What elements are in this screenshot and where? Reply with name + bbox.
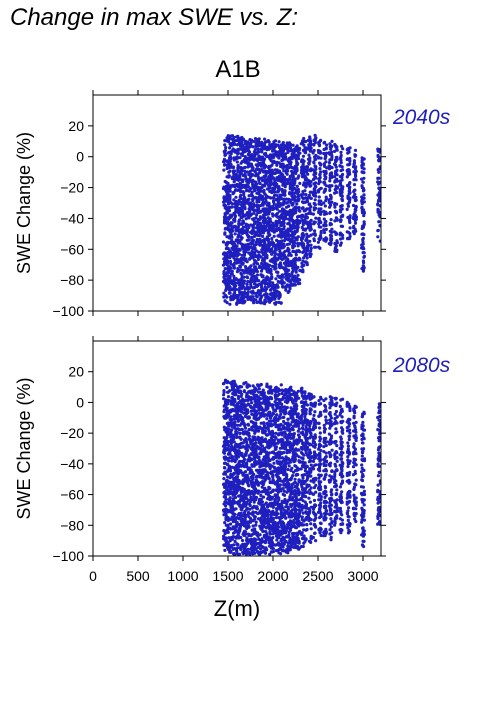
y-tick-label: 0 (76, 394, 84, 410)
plot-frame (92, 340, 382, 557)
panel-2080s: 20 0 −20 −40 −60 −80 −100 0 500 1000 1500 2000 2500 3… (14, 336, 386, 621)
y-tick-label: −80 (60, 272, 84, 288)
x-tick-label: 3000 (347, 568, 378, 584)
scatter-band-2 (244, 137, 266, 305)
y-tick-label: 20 (68, 118, 84, 134)
y-tick-label: −20 (60, 180, 84, 196)
page-title: Change in max SWE vs. Z: (10, 4, 299, 31)
scatter-column-5 (322, 397, 329, 538)
scatter-column-8 (338, 397, 345, 535)
scatter-column-7 (332, 142, 340, 254)
scatter-column-10 (351, 148, 358, 236)
scatter-band-3 (262, 137, 284, 306)
scatter-band-1 (226, 134, 248, 306)
scatter-band-0 (221, 136, 230, 305)
plot-frame (92, 94, 382, 312)
x-tick-label: 2000 (257, 568, 288, 584)
scatter-column-11 (359, 410, 367, 549)
y-axis-label: SWE Change (%) (14, 132, 34, 274)
scatter-column-6 (327, 139, 334, 247)
y-tick-label: 0 (76, 149, 84, 165)
period-label-2040s: 2040s (393, 106, 451, 129)
scatter-column-3 (311, 133, 318, 249)
y-tick-label: −60 (60, 241, 84, 257)
y-tick-label: −60 (60, 487, 84, 503)
y-tick-label: −40 (60, 210, 84, 226)
y-tick-label: 20 (68, 364, 84, 380)
period-label-2080s: 2080s (393, 354, 451, 377)
scatter-column-9 (345, 146, 352, 241)
x-tick-label: 1500 (212, 568, 243, 584)
scatter-column-7 (332, 396, 340, 527)
x-axis-label: Z(m) (214, 596, 260, 621)
scatter-points (221, 133, 381, 306)
y-tick-label: −20 (60, 425, 84, 441)
scatter-band-0 (221, 378, 230, 553)
scatter-points (221, 378, 381, 556)
scatter-column-6 (327, 395, 334, 542)
scatter-column-1 (303, 390, 310, 544)
scatter-column-0 (299, 136, 306, 274)
y-tick-label: −100 (52, 303, 84, 319)
scatter-column-8 (338, 144, 345, 247)
scatter-column-3 (311, 395, 318, 543)
scatter-column-2 (306, 135, 313, 259)
scatter-column-12 (376, 402, 381, 527)
scatter-column-4 (316, 395, 323, 538)
scatter-column-10 (351, 404, 358, 524)
scatter-band-5 (289, 388, 302, 551)
scatter-column-11 (360, 156, 366, 273)
x-tick-label: 500 (126, 568, 150, 584)
x-tick-label: 0 (89, 568, 97, 584)
scatter-band-2 (244, 382, 266, 556)
scatter-column-0 (299, 386, 306, 549)
y-tick-label: −40 (60, 456, 84, 472)
panel-2040s: 20 0 −20 −40 −60 −80 −100 SWE Change (%) (14, 90, 386, 319)
y-tick-label: −100 (52, 548, 84, 564)
y-axis-label: SWE Change (%) (14, 377, 34, 519)
scatter-column-5 (322, 140, 329, 243)
scatter-band-1 (226, 379, 248, 556)
scenario-title: A1B (215, 56, 261, 83)
scatter-band-5 (289, 143, 302, 287)
x-tick-label: 2500 (302, 568, 333, 584)
scatter-column-4 (316, 138, 323, 250)
scatter-band-3 (262, 382, 284, 556)
x-tick-label: 1000 (167, 568, 198, 584)
y-tick-label: −80 (60, 517, 84, 533)
scatter-column-9 (345, 400, 352, 535)
